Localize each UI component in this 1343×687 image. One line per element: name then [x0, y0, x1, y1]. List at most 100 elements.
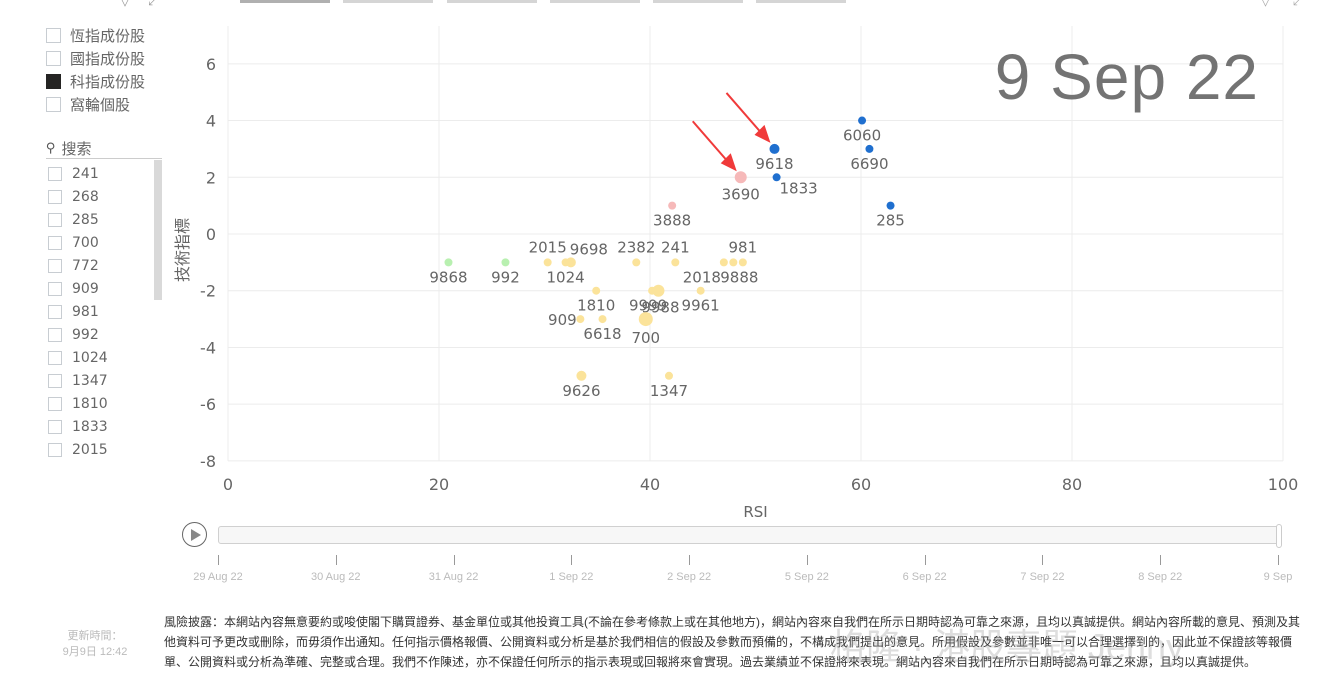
timeline-tick-label[interactable]: 6 Sep 22: [902, 571, 947, 583]
data-point-3690[interactable]: [734, 171, 747, 184]
checkbox[interactable]: [48, 350, 62, 365]
timeline-tick-label[interactable]: 30 Aug 22: [310, 571, 361, 583]
timeline-tick-label[interactable]: 9 Sep: [1263, 571, 1293, 583]
data-label: 285: [876, 212, 905, 230]
stock-code: 1024: [72, 349, 108, 366]
list-item[interactable]: 700: [48, 231, 158, 254]
slicer-item-hstech[interactable]: 科指成份股: [46, 70, 145, 93]
data-point-9888[interactable]: [729, 258, 738, 267]
filter-icon[interactable]: ▽: [1260, 0, 1271, 9]
list-item[interactable]: 241: [48, 162, 158, 185]
checkbox[interactable]: [46, 28, 61, 43]
timeline-tick: [689, 555, 691, 565]
y-tick-label: -2: [200, 282, 216, 301]
data-point-1347[interactable]: [664, 371, 673, 380]
checkbox[interactable]: [48, 327, 62, 342]
tab-1[interactable]: [240, 0, 330, 3]
data-point-6060[interactable]: [858, 116, 867, 125]
list-item[interactable]: 285: [48, 208, 158, 231]
data-point-2382[interactable]: [632, 258, 641, 267]
tab-2[interactable]: [343, 0, 433, 3]
updated-value: 9月9日 12:42: [62, 646, 128, 658]
tab-3[interactable]: [447, 0, 537, 3]
data-label: 1833: [780, 179, 818, 197]
data-point-285[interactable]: [886, 201, 895, 210]
slicer-item-warrants[interactable]: 窩輪個股: [46, 93, 145, 116]
x-tick-label: 20: [429, 475, 449, 494]
list-item[interactable]: 981: [48, 300, 158, 323]
data-point-6690[interactable]: [865, 144, 874, 153]
play-icon[interactable]: [182, 522, 207, 547]
data-point-981[interactable]: [738, 258, 747, 267]
timeline-tick-label[interactable]: 8 Sep 22: [1138, 571, 1183, 583]
focus-mode-icon[interactable]: ⤢: [148, 0, 159, 9]
stock-code: 700: [72, 234, 99, 251]
checkbox[interactable]: [48, 235, 62, 250]
data-point-2018[interactable]: [719, 258, 728, 267]
list-item[interactable]: 909: [48, 277, 158, 300]
timeline-thumb[interactable]: [1276, 524, 1282, 548]
checkbox[interactable]: [48, 258, 62, 273]
list-item[interactable]: 1347: [48, 369, 158, 392]
timeline-tick-label[interactable]: 29 Aug 22: [193, 571, 243, 583]
tab-5[interactable]: [653, 0, 743, 3]
checkbox[interactable]: [46, 97, 61, 112]
data-point-9961[interactable]: [696, 286, 705, 295]
list-item[interactable]: 992: [48, 323, 158, 346]
slicer-item-hscei[interactable]: 國指成份股: [46, 47, 145, 70]
checkbox[interactable]: [48, 373, 62, 388]
tab-6[interactable]: [756, 0, 846, 3]
tab-4[interactable]: [550, 0, 640, 3]
data-point-3888[interactable]: [668, 201, 677, 210]
timeline-tick-label[interactable]: 2 Sep 22: [667, 571, 712, 583]
data-point-9626[interactable]: [576, 370, 587, 381]
checkbox[interactable]: [48, 442, 62, 457]
filter-icon[interactable]: ▽: [120, 0, 130, 9]
list-item[interactable]: 268: [48, 185, 158, 208]
y-axis-title: 技術指標: [173, 218, 192, 282]
checkbox-checked[interactable]: [46, 74, 61, 89]
stock-code: 2015: [72, 441, 108, 458]
data-point-241[interactable]: [671, 258, 680, 267]
checkbox[interactable]: [48, 304, 62, 319]
data-point-9868[interactable]: [444, 258, 453, 267]
timeline-tick: [1278, 555, 1279, 565]
timeline-tick-label[interactable]: 31 Aug 22: [428, 571, 479, 583]
data-point-1810[interactable]: [592, 286, 601, 295]
x-tick-label: 60: [851, 475, 871, 494]
list-item[interactable]: 2015: [48, 438, 158, 461]
checkbox[interactable]: [48, 166, 62, 181]
timeline-tick-label[interactable]: 7 Sep 22: [1020, 571, 1065, 583]
slicer-item-hsi[interactable]: 恆指成份股: [46, 24, 145, 47]
data-label: 9868: [429, 268, 467, 286]
checkbox[interactable]: [48, 396, 62, 411]
stock-search[interactable]: ⚲ 搜索: [46, 139, 162, 159]
checkbox[interactable]: [48, 212, 62, 227]
timeline-tick-label[interactable]: 5 Sep 22: [784, 571, 829, 583]
scatter-chart: 6 4 2 0 -2 -4 -6 -8 0 20 40 60 80 100 RSI 技術指標 6060 9618 6…: [173, 26, 1298, 521]
data-point-992[interactable]: [501, 258, 510, 267]
data-point-9618[interactable]: [769, 143, 780, 154]
checkbox[interactable]: [48, 419, 62, 434]
data-point-909[interactable]: [576, 315, 585, 324]
data-point-1833[interactable]: [772, 173, 781, 182]
data-label: 241: [661, 238, 690, 256]
data-point-1024[interactable]: [561, 258, 570, 267]
list-item[interactable]: 772: [48, 254, 158, 277]
timeline-track[interactable]: [218, 526, 1280, 544]
data-point-9988[interactable]: [652, 284, 665, 297]
checkbox[interactable]: [48, 189, 62, 204]
stock-list-scrollbar[interactable]: [154, 160, 162, 300]
data-point-2015[interactable]: [543, 258, 552, 267]
list-item[interactable]: 1833: [48, 415, 158, 438]
data-point-700[interactable]: [638, 312, 653, 327]
data-point-6618[interactable]: [598, 315, 607, 324]
checkbox[interactable]: [48, 281, 62, 296]
focus-mode-icon[interactable]: ⤢: [1292, 0, 1303, 9]
list-item[interactable]: 1024: [48, 346, 158, 369]
list-item[interactable]: 1810: [48, 392, 158, 415]
data-label: 2018: [683, 268, 721, 286]
timeline-tick-label[interactable]: 1 Sep 22: [549, 571, 594, 583]
checkbox[interactable]: [46, 51, 61, 66]
y-tick-label: 6: [206, 55, 216, 74]
